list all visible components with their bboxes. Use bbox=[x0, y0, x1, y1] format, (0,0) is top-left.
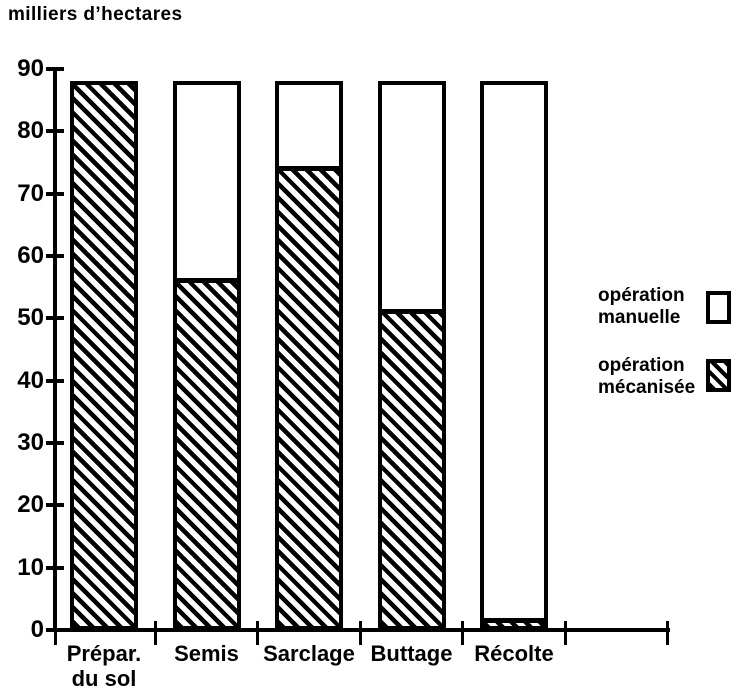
x-axis-tick bbox=[666, 621, 669, 645]
y-axis-tick bbox=[46, 316, 64, 321]
stacked-bar bbox=[377, 81, 446, 630]
y-axis-tick bbox=[46, 441, 64, 445]
y-axis-line bbox=[53, 67, 57, 632]
x-axis-tick bbox=[256, 621, 260, 645]
legend-label-line: opération bbox=[598, 355, 685, 376]
x-axis-tick bbox=[53, 621, 57, 645]
legend-label-line: opération bbox=[598, 285, 685, 306]
mechanized-segment bbox=[381, 309, 442, 626]
stacked-bar bbox=[70, 81, 138, 630]
y-axis-tick-label: 70 bbox=[17, 179, 44, 207]
chart-title: milliers d’hectares bbox=[8, 4, 183, 25]
x-axis-tick bbox=[153, 621, 157, 645]
legend-item-manual: opération manuelle bbox=[598, 285, 685, 329]
y-axis-tick bbox=[46, 67, 64, 71]
y-axis-tick bbox=[46, 129, 64, 134]
stacked-bar bbox=[275, 81, 343, 630]
y-axis-tick bbox=[46, 503, 64, 508]
y-axis-tick bbox=[46, 565, 64, 570]
x-axis-label: Buttage bbox=[347, 641, 477, 666]
y-axis-tick-label: 10 bbox=[17, 553, 44, 581]
stacked-bar bbox=[480, 81, 548, 630]
x-axis-label-line: Buttage bbox=[370, 641, 453, 666]
legend-label-line: manuelle bbox=[598, 307, 681, 328]
x-axis-tick bbox=[563, 621, 567, 645]
y-axis-tick bbox=[46, 378, 64, 383]
mechanized-segment bbox=[74, 85, 134, 626]
mechanized-segment bbox=[279, 165, 339, 626]
mechanized-segment bbox=[484, 617, 544, 626]
y-axis-tick-label: 50 bbox=[17, 304, 44, 332]
y-axis-tick-label: 0 bbox=[30, 616, 44, 643]
x-axis-label: Sarclage bbox=[244, 641, 374, 666]
y-axis-tick-label: 80 bbox=[17, 117, 44, 145]
x-axis-label: Semis bbox=[142, 641, 272, 666]
mechanized-segment bbox=[176, 278, 237, 626]
x-axis-label-line: Récolte bbox=[474, 641, 554, 666]
stacked-bar bbox=[172, 81, 241, 630]
x-axis-tick bbox=[461, 621, 465, 645]
legend-swatch-mechanized bbox=[706, 359, 731, 392]
x-axis-label: Récolte bbox=[449, 641, 579, 666]
x-axis-label-line: Sarclage bbox=[263, 641, 355, 666]
y-axis-tick-label: 90 bbox=[17, 55, 44, 82]
y-axis-tick-label: 60 bbox=[17, 242, 44, 269]
legend-swatch-manual bbox=[706, 291, 731, 324]
x-axis-label: Prépar. du sol bbox=[39, 641, 169, 691]
x-axis-label-line: Semis bbox=[174, 641, 239, 666]
x-axis-label-line: du sol bbox=[71, 666, 137, 691]
x-axis-label-line: Prépar. bbox=[66, 641, 142, 666]
legend-label-line: mécanisée bbox=[598, 377, 696, 398]
legend-item-mechanized: opération mécanisée bbox=[598, 355, 695, 399]
y-axis-tick-label: 20 bbox=[17, 491, 44, 519]
x-axis-tick bbox=[358, 621, 362, 645]
y-axis-tick-label: 40 bbox=[17, 366, 44, 394]
y-axis-tick bbox=[46, 254, 64, 258]
y-axis-tick bbox=[46, 191, 64, 196]
y-axis-tick-label: 30 bbox=[17, 429, 44, 456]
